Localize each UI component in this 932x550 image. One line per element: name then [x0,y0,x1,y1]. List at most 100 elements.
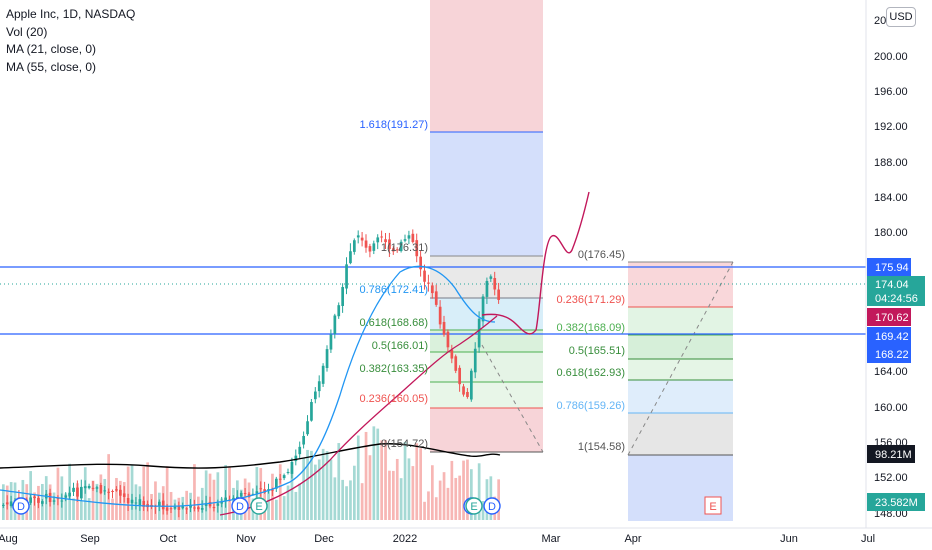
price-axis[interactable]: 204.00 200.00 196.00 192.00 188.00 184.0… [865,0,932,550]
volume-bar [481,501,485,520]
candle-body [314,391,317,400]
svg-text:169.42: 169.42 [875,331,909,343]
volume-bar [434,497,438,520]
candle-body [290,461,294,474]
volume-bar [423,501,426,520]
svg-text:D: D [17,501,25,513]
volume-bar [466,459,469,520]
candle-body [56,498,60,500]
badge-line-upper: 175.94 [867,258,911,276]
candle-body [407,235,411,239]
projection-path[interactable] [481,191,590,335]
candle-body [119,489,122,496]
dividend-marker[interactable]: D [231,497,249,515]
badge-volume: 23.582M [867,493,925,511]
candle-body [438,306,442,325]
fib-label-1: 1(176.31) [381,242,428,254]
candle-body [294,455,298,462]
candle-body [298,446,302,455]
x-tick: Jun [780,533,798,545]
volume-bar [2,484,5,520]
volume-bar [87,498,91,520]
svg-text:174.04: 174.04 [875,279,909,291]
candle-body [317,381,321,392]
candle-body [333,315,337,334]
fib-extension-left-zones[interactable] [430,0,543,452]
volume-bar [204,470,208,520]
svg-text:98.21M: 98.21M [875,449,912,461]
candle-body [64,495,68,498]
candle-body [72,487,75,492]
volume-bar [376,428,380,520]
svg-text:E: E [255,501,262,513]
fib-label-0: 0(154.72) [381,438,428,450]
volume-bar [154,481,157,520]
fib-r-label-0786: 0.786(159.26) [557,400,626,412]
volume-bar [91,480,95,520]
volume-bar [380,440,383,520]
y-tick: 160.00 [874,402,908,414]
volume-bar [72,498,75,520]
candle-body [239,492,243,497]
volume-bar [220,498,224,520]
volume-bar [356,435,360,520]
fib-r-zone-gray [628,413,733,455]
candle-body [181,506,185,509]
currency-button[interactable]: USD [886,7,916,27]
candle-body [130,499,134,504]
volume-bar [193,464,196,520]
y-tick: 188.00 [874,157,908,169]
volume-bar [165,466,169,520]
earnings-marker[interactable]: E [250,497,268,515]
candle-body [107,491,110,493]
y-tick: 196.00 [874,86,908,98]
volume-bar [317,459,321,520]
badge-last-price: 174.04 04:24:56 [867,276,925,306]
candle-body [392,248,395,252]
fib-r-zone-green2 [628,335,733,359]
candle-body [33,496,36,499]
volume-bar [470,469,473,520]
volume-bar [130,465,134,520]
svg-text:23.582M: 23.582M [875,497,918,509]
volume-bar [103,478,107,520]
candle-body [431,285,434,294]
badge-low: 168.22 [867,345,911,363]
candle-body [99,485,103,494]
candle-body [9,501,13,507]
indicator-ma21[interactable]: MA (21, close, 0) [6,42,97,56]
candlesticks[interactable] [2,229,500,518]
dividend-marker[interactable]: D [12,497,30,515]
candle-body [454,356,458,371]
volume-bar [345,486,348,520]
volume-bar [364,431,368,520]
svg-text:170.62: 170.62 [875,312,909,324]
candle-body [208,501,212,507]
symbol-title[interactable]: Apple Inc, 1D, NASDAQ [6,7,136,21]
time-axis[interactable]: Aug Sep Oct Nov Dec 2022 Mar Apr Jun Jul [0,527,932,550]
svg-text:175.94: 175.94 [875,262,909,274]
candle-body [458,367,461,385]
candle-body [419,256,422,270]
indicator-volume[interactable]: Vol (20) [6,24,48,39]
volume-bar [497,479,500,520]
candle-body [29,497,32,503]
trend-dashed-left[interactable] [477,337,544,453]
fib-extension-right-zones[interactable] [628,262,733,521]
volume-bar [341,479,344,520]
candle-body [68,492,71,497]
indicator-ma55[interactable]: MA (55, close, 0) [6,59,97,74]
volume-bar [477,463,481,520]
candle-body [263,489,266,493]
fib-zone-green3 [430,382,543,408]
event-markers[interactable]: D D E D E D E [12,496,722,515]
earnings-future-marker[interactable]: E [704,496,722,515]
fib-label-1618: 1.618(191.27) [360,119,429,131]
fib-labels-left: 1.618(191.27) 1(176.31) 0.786(172.41) 0.… [360,119,429,450]
candle-body [251,493,255,495]
fib-r-label-0382: 0.382(168.09) [557,322,626,334]
earnings-marker[interactable]: E [465,497,483,515]
dividend-marker[interactable]: D [483,497,501,515]
candle-body [388,239,391,250]
